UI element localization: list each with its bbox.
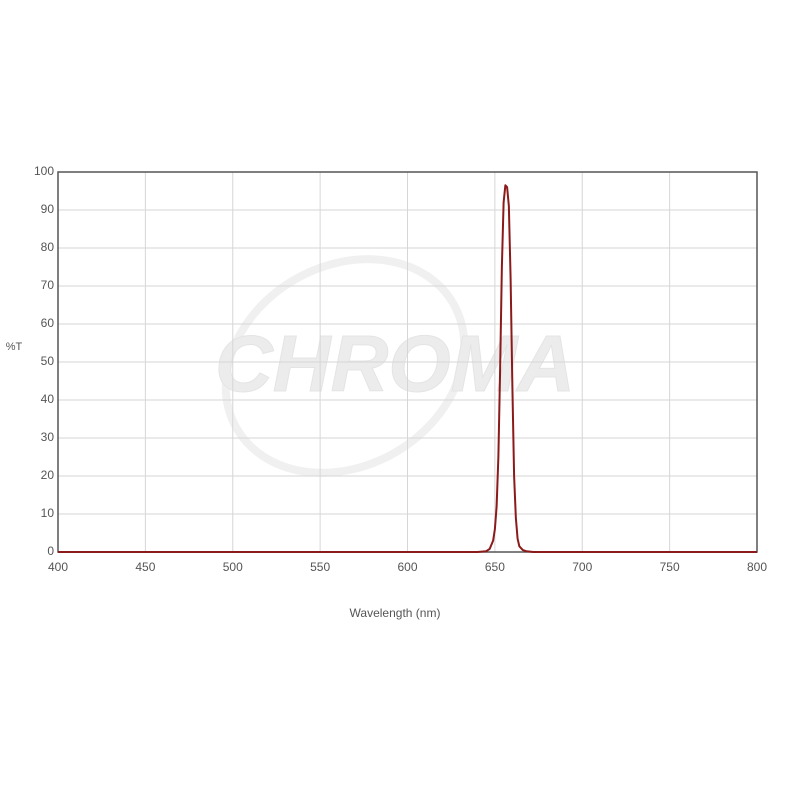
- x-axis-label: Wavelength (nm): [350, 606, 441, 620]
- y-axis-label: %T: [6, 341, 23, 353]
- y-tick-label: 50: [41, 354, 55, 368]
- watermark-swoosh: [221, 255, 469, 477]
- y-tick-label: 30: [41, 430, 55, 444]
- x-tick-label: 400: [48, 560, 68, 574]
- x-tick-label: 700: [572, 560, 592, 574]
- y-tick-label: 20: [41, 468, 55, 482]
- y-tick-label: 60: [41, 316, 55, 330]
- watermark: CHROMA: [215, 255, 575, 477]
- x-tick-label: 550: [310, 560, 330, 574]
- y-tick-label: 70: [41, 278, 55, 292]
- y-tick-label: 100: [34, 164, 54, 178]
- x-tick-label: 650: [485, 560, 505, 574]
- y-tick-label: 10: [41, 506, 55, 520]
- x-tick-label: 750: [660, 560, 680, 574]
- y-tick-label: 80: [41, 240, 55, 254]
- y-tick-label: 0: [47, 544, 54, 558]
- data-line: [58, 184, 757, 553]
- y-tick-label: 40: [41, 392, 55, 406]
- watermark-text: CHROMA: [215, 319, 575, 408]
- x-tick-label: 500: [223, 560, 243, 574]
- x-tick-label: 600: [397, 560, 417, 574]
- x-tick-label: 800: [747, 560, 767, 574]
- x-tick-label: 450: [135, 560, 155, 574]
- y-tick-label: 90: [41, 202, 55, 216]
